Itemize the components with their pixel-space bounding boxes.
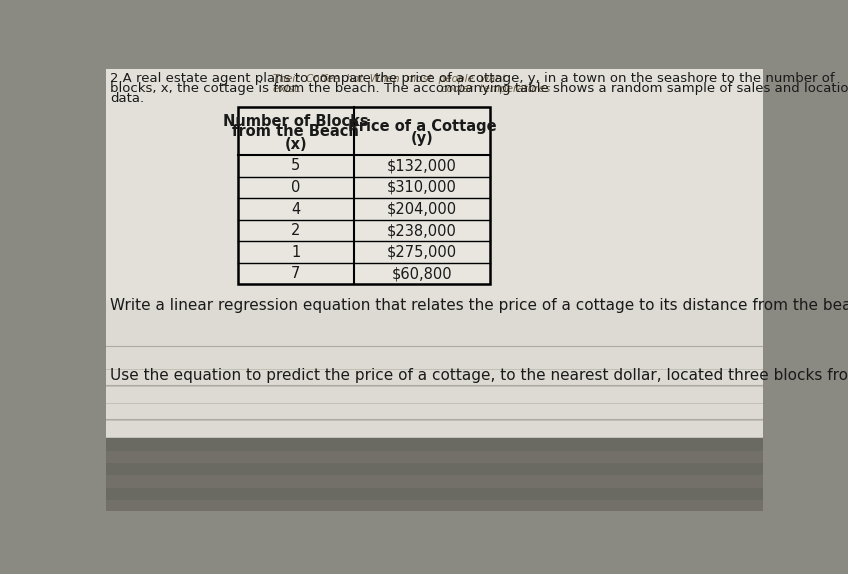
Text: Number of Blocks: Number of Blocks xyxy=(223,114,369,129)
Bar xyxy=(106,488,763,500)
Text: 0: 0 xyxy=(291,180,300,195)
Text: (x): (x) xyxy=(285,137,307,152)
Bar xyxy=(106,451,763,463)
Bar xyxy=(106,500,763,513)
Text: exist.                                           cooler  temperatures: exist. cooler temperatures xyxy=(272,83,550,94)
Text: 5: 5 xyxy=(291,158,300,173)
Bar xyxy=(106,439,763,451)
Text: $310,000: $310,000 xyxy=(387,180,457,195)
Text: Their  Coffee  hot  When  most  people  want: Their Coffee hot When most people want xyxy=(272,73,505,83)
Bar xyxy=(106,69,763,300)
Text: 4: 4 xyxy=(291,201,300,216)
Text: blocks, x, the cottage is from the beach. The accompanying table shows a random : blocks, x, the cottage is from the beach… xyxy=(110,82,848,95)
Text: (y): (y) xyxy=(410,131,433,146)
Text: 2.A real estate agent plans to compare the price of a cottage, y, in a town on t: 2.A real estate agent plans to compare t… xyxy=(110,72,834,85)
Text: $132,000: $132,000 xyxy=(387,158,457,173)
Text: from the Beach: from the Beach xyxy=(232,125,360,139)
Bar xyxy=(106,463,763,475)
Text: Use the equation to predict the price of a cottage, to the nearest dollar, locat: Use the equation to predict the price of… xyxy=(110,367,848,383)
Text: $238,000: $238,000 xyxy=(387,223,457,238)
Bar xyxy=(106,475,763,488)
Text: Write a linear regression equation that relates the price of a cottage to its di: Write a linear regression equation that … xyxy=(110,298,848,313)
Text: $204,000: $204,000 xyxy=(387,201,457,216)
Bar xyxy=(106,69,763,439)
Text: Price of a Cottage: Price of a Cottage xyxy=(348,119,496,134)
Text: $275,000: $275,000 xyxy=(387,245,457,259)
Text: 7: 7 xyxy=(291,266,300,281)
Bar xyxy=(237,107,489,285)
Text: 1: 1 xyxy=(291,245,300,259)
Text: $60,800: $60,800 xyxy=(392,266,452,281)
Text: data.: data. xyxy=(110,92,144,105)
Text: 2: 2 xyxy=(291,223,300,238)
